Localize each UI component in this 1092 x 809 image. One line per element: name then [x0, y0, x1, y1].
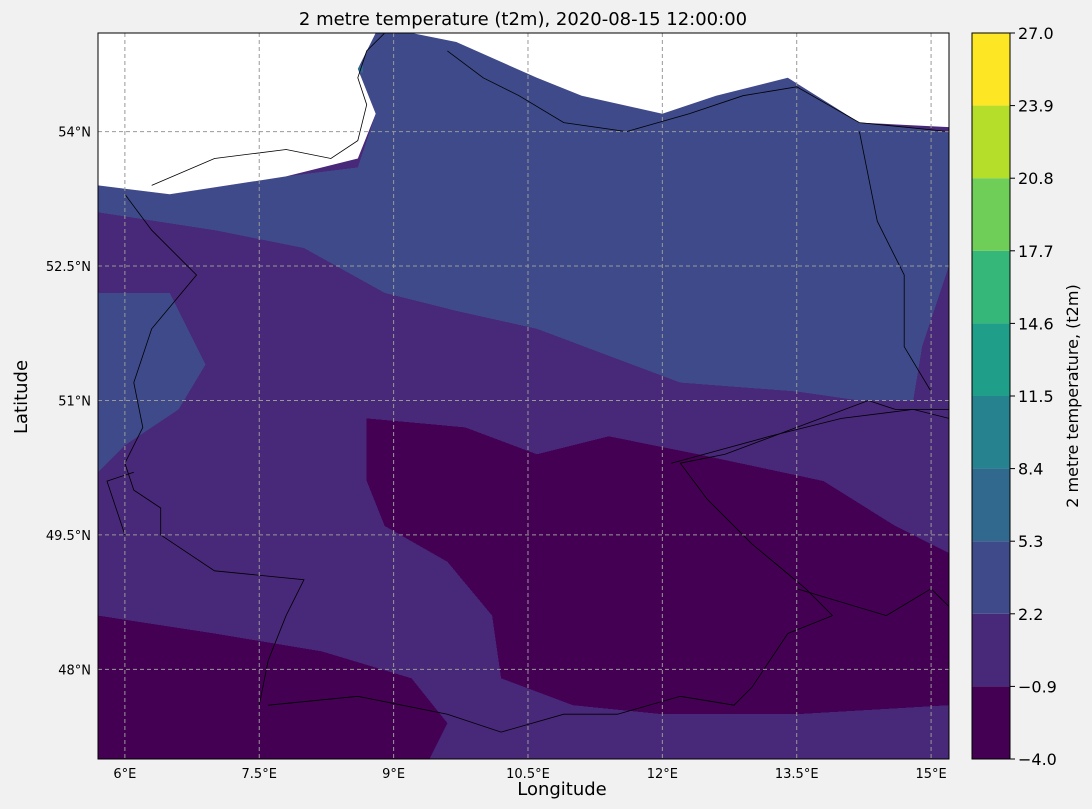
y-axis-label: Latitude [11, 360, 32, 434]
x-tick-label: 6°E [113, 767, 136, 782]
colorbar-tick-label: 8.4 [1018, 460, 1043, 479]
y-tick-label: 49.5°N [46, 529, 91, 544]
colorbar-tick-label: 27.0 [1018, 24, 1054, 43]
colorbar-band [972, 250, 1010, 324]
x-axis-label: Longitude [517, 779, 607, 800]
x-tick-label: 7.5°E [242, 767, 277, 782]
colorbar-tick-label: 2.2 [1018, 605, 1043, 624]
y-axis-ticks: 54°N 52.5°N 51°N 49.5°N 48°N [46, 126, 91, 679]
colorbar-band [972, 33, 1010, 106]
colorbar-tick-label: 20.8 [1018, 169, 1054, 188]
sea-area [98, 33, 949, 195]
colorbar-band [972, 105, 1010, 179]
colorbar-tick-label: 17.7 [1018, 242, 1054, 261]
colorbar-label: 2 metre temperature, (t2m) [1063, 284, 1082, 507]
colorbar: −4.0 −0.9 2.2 5.3 8.4 11.5 14.6 17.7 20.8 23.9 27.… [971, 24, 1057, 769]
border-line-7 [796, 588, 949, 617]
chart-title: 2 metre temperature (t2m), 2020-08-15 12… [299, 9, 747, 30]
colorbar-tick-label: −0.9 [1018, 677, 1057, 696]
colorbar-tick-label: 5.3 [1018, 532, 1043, 551]
field-region-coast [98, 33, 949, 401]
map-frame [97, 32, 950, 760]
border-line-4 [124, 194, 305, 706]
colorbar-tick-label: 14.6 [1018, 314, 1054, 333]
border-line-1 [447, 50, 949, 133]
colorbar-band [972, 686, 1010, 759]
border-line-3 [268, 400, 949, 733]
colorbar-tick-label: 23.9 [1018, 97, 1054, 116]
colorbar-band [972, 396, 1010, 469]
y-tick-label: 52.5°N [46, 260, 91, 275]
field-region-main-basin [366, 418, 949, 715]
border-line-0 [151, 33, 385, 186]
border-line-6 [671, 408, 949, 464]
colorbar-band [972, 468, 1010, 542]
map-panel [97, 32, 950, 760]
y-tick-label: 54°N [58, 126, 91, 141]
colorbar-band [972, 323, 1010, 396]
colorbar-tick-label: 11.5 [1018, 387, 1054, 406]
colorbar-tick-label: −4.0 [1018, 750, 1057, 769]
x-tick-label: 9°E [382, 767, 405, 782]
colorbar-band [972, 541, 1010, 614]
y-tick-label: 51°N [58, 394, 91, 409]
y-tick-label: 48°N [58, 663, 91, 678]
x-tick-label: 12°E [647, 767, 678, 782]
x-tick-label: 10.5°E [506, 767, 550, 782]
x-tick-label: 13.5°E [775, 767, 819, 782]
field-region-southwest [98, 615, 448, 759]
border-line-2 [859, 131, 932, 392]
x-axis-ticks: 6°E 7.5°E 9°E 10.5°E 12°E 13.5°E 15°E [113, 767, 946, 782]
x-tick-label: 15°E [915, 767, 946, 782]
colorbar-band [972, 613, 1010, 687]
colorbar-band [972, 178, 1010, 251]
